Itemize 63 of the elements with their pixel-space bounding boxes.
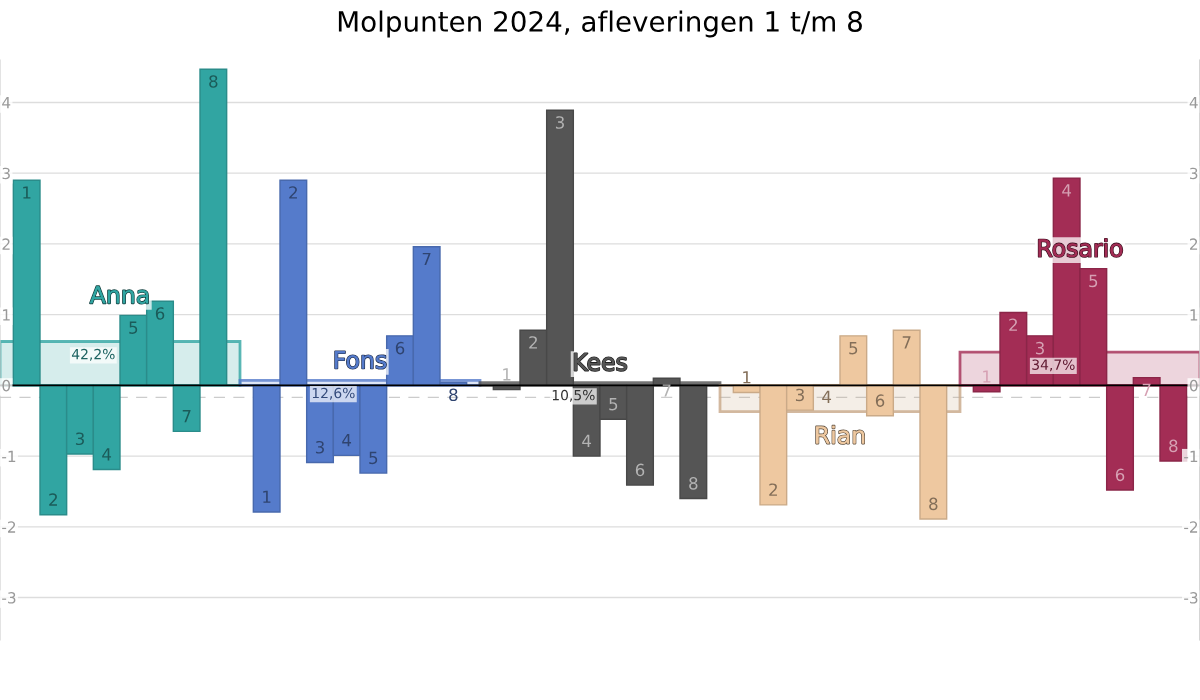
- x-tick-label: 8: [689, 477, 698, 490]
- x-tick-label: 4: [582, 434, 592, 447]
- x-tick-label: 4: [822, 390, 832, 403]
- x-tick-label: 1: [23, 186, 31, 199]
- x-tick-label: 8: [449, 388, 458, 402]
- y-tick-label: 4: [2, 97, 11, 109]
- x-tick-label: 2: [49, 493, 57, 506]
- y2-tick-label: -2: [1184, 521, 1198, 533]
- x-tick-label: 1: [503, 368, 511, 381]
- band-label: 42,2%: [71, 348, 115, 361]
- y2-tick-label: -1: [1184, 450, 1198, 462]
- x-tick-label: 3: [315, 440, 324, 454]
- y2-tick-label: 0: [1189, 379, 1198, 392]
- y-tick-label: -1: [2, 450, 16, 462]
- x-tick-label: 6: [1115, 468, 1125, 482]
- x-tick-label: 6: [635, 463, 645, 477]
- x-tick-label: 4: [102, 448, 112, 461]
- x-tick-label: 5: [1089, 274, 1098, 288]
- x-tick-label: 5: [129, 321, 138, 334]
- y2-tick-label: -3: [1184, 592, 1198, 604]
- series-label: Kees: [574, 353, 627, 371]
- band-label: 12,6%: [312, 387, 355, 400]
- y-tick-label: 1: [3, 309, 10, 321]
- x-tick-label: 1: [743, 371, 751, 384]
- x-tick-label: 3: [1035, 341, 1044, 355]
- x-tick-label: 4: [342, 434, 352, 447]
- y-tick-label: 2: [2, 238, 10, 250]
- x-tick-label: 2: [289, 186, 297, 199]
- y2-tick-label: 4: [1189, 97, 1198, 109]
- x-tick-label: 5: [369, 451, 378, 465]
- x-tick-label: 7: [662, 384, 671, 397]
- series-label: Anna: [89, 286, 149, 304]
- x-tick-label: 5: [609, 398, 618, 411]
- x-tick-label: 7: [182, 410, 191, 423]
- band-label: 10,5%: [552, 389, 595, 402]
- x-tick-label: 2: [529, 336, 537, 349]
- x-tick-label: 7: [902, 336, 911, 349]
- chart-title: Molpunten 2024, afleveringen 1 t/m 8: [338, 10, 862, 38]
- x-tick-label: 4: [1062, 184, 1072, 197]
- x-tick-label: 3: [75, 432, 84, 446]
- band-label: 34,7%: [1032, 359, 1075, 372]
- y2-tick-label: 2: [1190, 238, 1198, 250]
- x-tick-label: 8: [929, 497, 938, 511]
- y2-tick-label: 3: [1190, 167, 1198, 180]
- x-tick-label: 6: [875, 394, 885, 407]
- x-tick-label: 3: [795, 388, 804, 402]
- x-tick-label: 2: [769, 483, 777, 496]
- x-tick-label: 8: [1169, 439, 1178, 453]
- y-tick-label: 3: [2, 167, 10, 180]
- y2-tick-label: 1: [1190, 309, 1198, 321]
- x-tick-label: 5: [849, 342, 858, 355]
- x-tick-label: 7: [422, 252, 431, 266]
- series-label: Rian: [816, 425, 865, 444]
- x-tick-label: 6: [155, 307, 165, 320]
- x-tick-label: 6: [395, 341, 405, 355]
- y-tick-label: -3: [2, 592, 16, 604]
- x-tick-label: 8: [209, 75, 218, 88]
- x-tick-label: 7: [1142, 383, 1151, 396]
- y-tick-label: 0: [2, 379, 11, 392]
- y-tick-label: -2: [2, 521, 16, 533]
- series-label: Rosario: [1038, 238, 1123, 258]
- x-tick-label: 1: [263, 490, 271, 503]
- series-label: Fons: [335, 351, 387, 369]
